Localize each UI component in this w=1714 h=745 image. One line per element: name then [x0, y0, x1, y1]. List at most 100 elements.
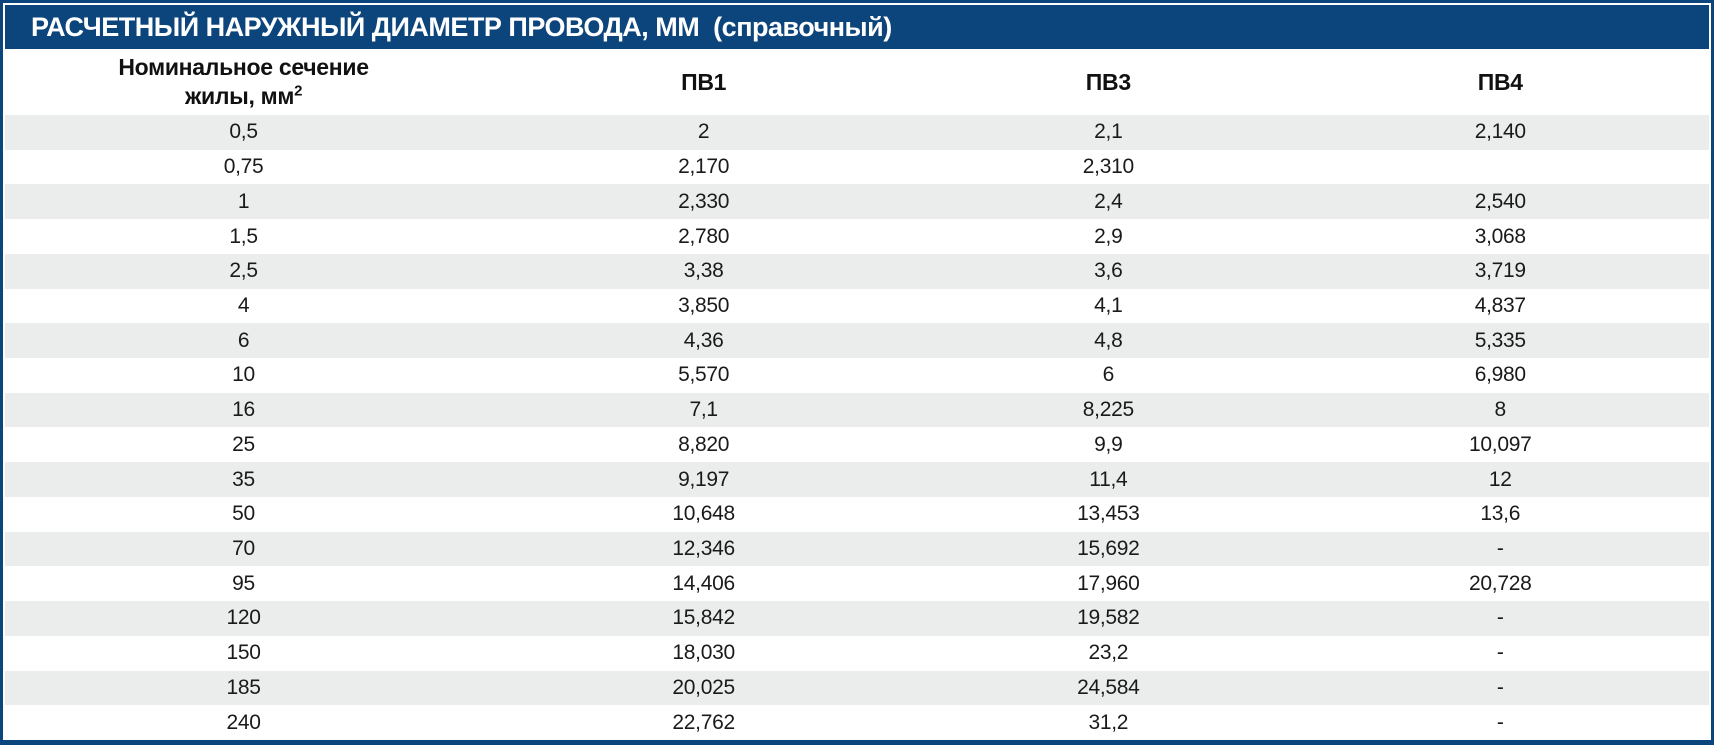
cell-diameter: -: [1496, 536, 1504, 560]
table-row: 35 9,197 11,4 12: [5, 462, 1709, 497]
table-row: 240 22,762 31,2 -: [5, 705, 1709, 740]
cell-diameter: 8: [1494, 398, 1507, 422]
cell-diameter: 2: [697, 120, 710, 144]
cell-section: 35: [232, 467, 255, 491]
cell-diameter: 5,570: [678, 363, 730, 387]
cell-diameter: -: [1496, 641, 1504, 665]
cell-diameter: 8,225: [1082, 398, 1134, 422]
cell-diameter: 3,719: [1474, 259, 1526, 283]
cell-section: 25: [232, 432, 255, 456]
cell-diameter: -: [1496, 606, 1504, 630]
table-body: 0,5 2 2,1 2,140 0,75 2,170 2,310 1 2,330 2,4 2,540…: [5, 115, 1709, 740]
cell-diameter: 3,6: [1094, 259, 1123, 283]
header-row: Номинальное сечение жилы, мм2 ПВ1 ПВ3 ПВ…: [5, 49, 1709, 115]
cell-diameter: 8,820: [678, 432, 730, 456]
cell-diameter: 2,4: [1094, 189, 1123, 213]
col-header-section: Номинальное сечение жилы, мм2: [5, 49, 483, 115]
section-header-line2: жилы, мм: [184, 83, 295, 109]
cell-section: 0,5: [229, 120, 258, 144]
cell-diameter: 6: [1102, 363, 1115, 387]
cell-diameter: 2,780: [678, 224, 730, 248]
cell-diameter: 4,8: [1094, 328, 1123, 352]
cell-section: 1: [237, 189, 250, 213]
cell-diameter: 22,762: [672, 710, 735, 734]
table-title: РАСЧЕТНЫЙ НАРУЖНЫЙ ДИАМЕТР ПРОВОДА, ММ (…: [5, 5, 1709, 49]
cell-diameter: 19,582: [1077, 606, 1140, 630]
table-row: 25 8,820 9,9 10,097: [5, 427, 1709, 462]
col-header-pv1: ПВ1: [482, 49, 926, 115]
cell-section: 240: [226, 710, 261, 734]
cell-diameter: 4,1: [1094, 293, 1123, 317]
cell-diameter: 12: [1488, 467, 1512, 491]
table-row: 50 10,648 13,453 13,6: [5, 497, 1709, 532]
cell-diameter: 15,842: [672, 606, 735, 630]
cell-diameter: 2,310: [1082, 155, 1134, 179]
table-row: 2,5 3,38 3,6 3,719: [5, 253, 1709, 289]
cell-diameter: 24,584: [1077, 675, 1140, 699]
table-row: 1 2,330 2,4 2,540: [5, 184, 1709, 220]
cell-diameter: 13,453: [1077, 502, 1140, 526]
cell-diameter: 9,197: [678, 467, 730, 491]
cell-diameter: 2,140: [1474, 120, 1526, 144]
cell-section: 120: [226, 606, 261, 630]
cell-diameter: 3,068: [1474, 224, 1526, 248]
wire-diameter-table-wrap: Номинальное сечение жилы, мм2 ПВ1 ПВ3 ПВ…: [5, 49, 1709, 740]
cell-diameter: [1292, 150, 1710, 185]
cell-diameter: 20,025: [672, 675, 735, 699]
cell-section: 185: [226, 675, 261, 699]
cell-section: 50: [232, 502, 255, 526]
cell-diameter: 5,335: [1474, 328, 1526, 352]
col-header-pv4: ПВ4: [1291, 49, 1709, 115]
cell-diameter: 4,837: [1474, 293, 1526, 317]
cell-section: 70: [232, 536, 255, 560]
wire-diameter-table: Номинальное сечение жилы, мм2 ПВ1 ПВ3 ПВ…: [5, 49, 1709, 740]
cell-diameter: 10,097: [1469, 432, 1532, 456]
table-row: 70 12,346 15,692 -: [5, 531, 1709, 567]
cell-section: 0,75: [223, 155, 264, 179]
cell-section: 2,5: [229, 259, 258, 283]
section-header-superscript: 2: [294, 82, 303, 100]
cell-section: 10: [232, 363, 255, 387]
cell-section: 6: [237, 328, 250, 352]
table-row: 10 5,570 6 6,980: [5, 358, 1709, 393]
table-header: Номинальное сечение жилы, мм2 ПВ1 ПВ3 ПВ…: [5, 49, 1709, 115]
table-row: 150 18,030 23,2 -: [5, 636, 1709, 671]
table-row: 95 14,406 17,960 20,728: [5, 566, 1709, 601]
cell-diameter: -: [1496, 710, 1504, 734]
cell-diameter: 2,9: [1094, 224, 1123, 248]
cell-diameter: 12,346: [672, 536, 735, 560]
cell-diameter: 4,36: [683, 328, 724, 352]
cell-diameter: 20,728: [1469, 571, 1532, 595]
table-row: 6 4,36 4,8 5,335: [5, 323, 1709, 359]
cell-diameter: 23,2: [1088, 641, 1129, 665]
table-row: 0,75 2,170 2,310: [5, 150, 1709, 185]
cell-diameter: 13,6: [1480, 502, 1521, 526]
cell-diameter: 10,648: [672, 502, 735, 526]
cell-diameter: 14,406: [672, 571, 735, 595]
cell-diameter: 6,980: [1474, 363, 1526, 387]
cell-diameter: 15,692: [1077, 536, 1140, 560]
cell-section: 1,5: [229, 224, 258, 248]
cell-diameter: 18,030: [672, 641, 735, 665]
cell-diameter: 2,540: [1474, 189, 1526, 213]
col-header-pv3: ПВ3: [925, 49, 1292, 115]
cell-diameter: 11,4: [1089, 467, 1128, 491]
cell-section: 95: [232, 571, 255, 595]
cell-diameter: 2,1: [1094, 120, 1123, 144]
cell-diameter: 2,170: [678, 155, 730, 179]
cell-diameter: 2,330: [678, 189, 730, 213]
cell-diameter: 3,850: [678, 293, 730, 317]
table-row: 16 7,1 8,225 8: [5, 392, 1709, 428]
cell-diameter: 9,9: [1094, 432, 1123, 456]
cell-section: 4: [237, 293, 250, 317]
section-header-line1: Номинальное сечение: [118, 54, 369, 81]
cell-section: 16: [232, 398, 255, 422]
table-row: 4 3,850 4,1 4,837: [5, 289, 1709, 324]
cell-diameter: 7,1: [689, 398, 718, 422]
table-row: 185 20,025 24,584 -: [5, 670, 1709, 706]
cell-diameter: -: [1496, 675, 1504, 699]
cell-diameter: 3,38: [683, 259, 724, 283]
table-row: 120 15,842 19,582 -: [5, 601, 1709, 636]
table-row: 0,5 2 2,1 2,140: [5, 115, 1709, 150]
